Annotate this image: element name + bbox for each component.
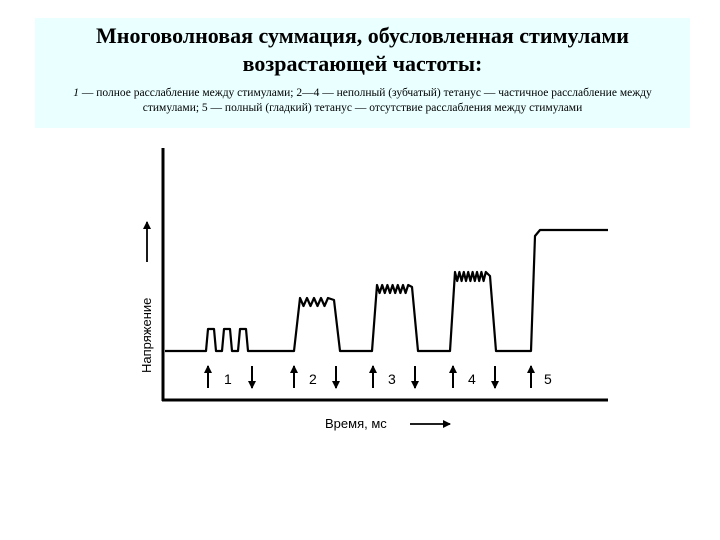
stimulus-label-3: 3 [388, 371, 396, 387]
caption-number: 1 [73, 87, 79, 99]
x-axis-label: Время, мс [325, 416, 387, 431]
title-panel: Многоволновая суммация, обусловленная ст… [35, 18, 690, 128]
caption-text: — полное расслабление между стимулами; 2… [79, 87, 652, 114]
slide-title: Многоволновая суммация, обусловленная ст… [96, 23, 629, 76]
y-axis-label: Напряжение [139, 298, 154, 373]
stimulus-label-2: 2 [309, 371, 317, 387]
stimulus-label-4: 4 [468, 371, 476, 387]
stimulus-label-5: 5 [544, 371, 552, 387]
stimulus-markers: 1 2 3 4 5 [204, 365, 552, 389]
figure-caption: 1 — полное расслабление между стимулами;… [49, 86, 676, 116]
tension-trace [165, 228, 608, 353]
stimulus-label-1: 1 [224, 371, 232, 387]
